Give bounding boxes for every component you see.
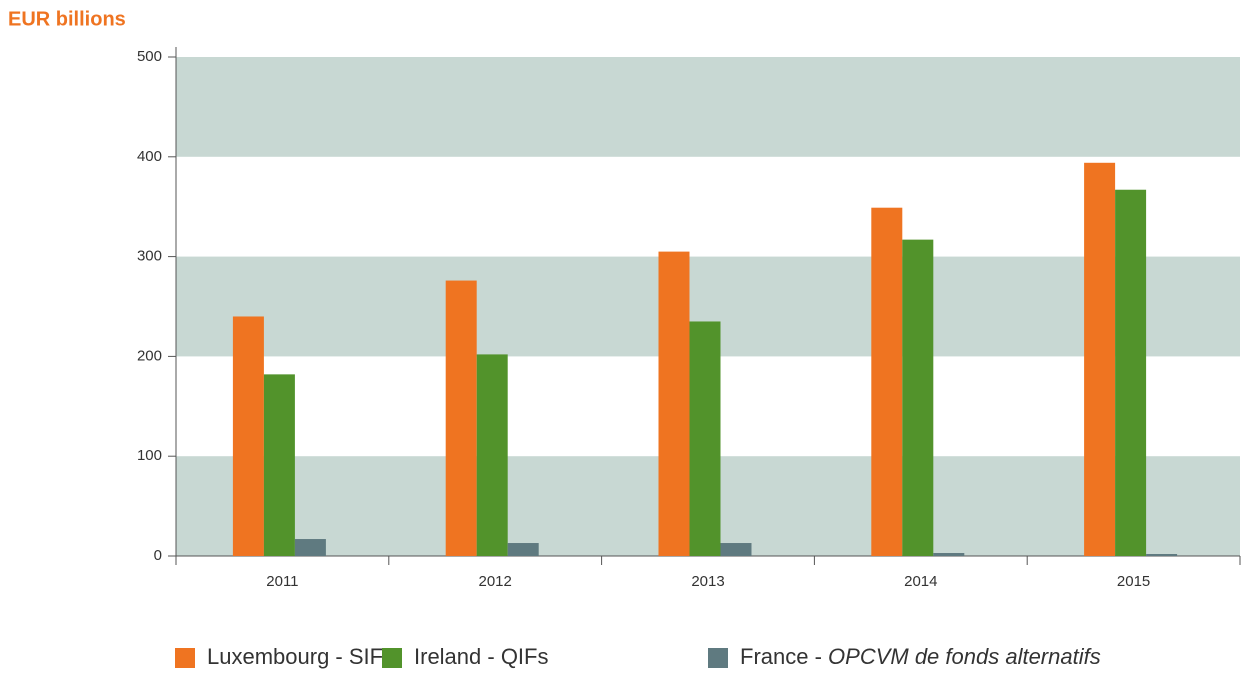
x-tick-label: 2012 — [479, 573, 512, 590]
chart-title: EUR billions — [8, 8, 126, 30]
grid-band — [176, 57, 1240, 157]
bar — [658, 251, 690, 557]
bar — [263, 374, 295, 556]
bar — [1084, 162, 1116, 556]
bar — [445, 280, 477, 556]
x-tick-label: 2013 — [691, 573, 724, 590]
bar — [720, 543, 752, 556]
legend-swatch — [708, 648, 728, 668]
legend-label: France - OPCVM de fonds alternatifs — [740, 644, 1101, 669]
bar — [232, 316, 264, 556]
bar — [689, 321, 721, 556]
bar — [1146, 554, 1178, 556]
y-tick-label: 200 — [137, 347, 162, 364]
y-tick-label: 500 — [137, 48, 162, 65]
x-tick-label: 2015 — [1117, 573, 1150, 590]
bar — [1115, 189, 1147, 556]
y-tick-label: 400 — [137, 148, 162, 165]
y-tick-label: 300 — [137, 248, 162, 265]
bar — [871, 207, 903, 556]
x-tick-label: 2014 — [904, 573, 937, 590]
y-tick-label: 100 — [137, 447, 162, 464]
legend-label: Ireland - QIFs — [414, 644, 548, 669]
bar — [476, 354, 508, 556]
y-tick-label: 0 — [154, 547, 162, 564]
legend-swatch — [382, 648, 402, 668]
bar — [294, 539, 326, 556]
legend-label: Luxembourg - SIFs — [207, 644, 394, 669]
bar — [507, 543, 539, 556]
bar — [933, 553, 965, 556]
bar — [902, 239, 934, 556]
x-tick-label: 2011 — [266, 573, 298, 590]
legend-swatch — [175, 648, 195, 668]
